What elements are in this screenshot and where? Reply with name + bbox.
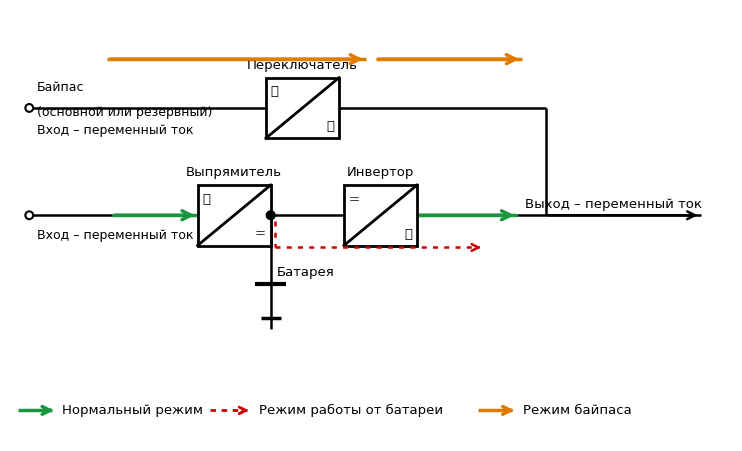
Text: Режим работы от батареи: Режим работы от батареи (258, 404, 443, 417)
Circle shape (266, 211, 275, 220)
Text: Режим байпаса: Режим байпаса (523, 404, 631, 417)
Text: Выпрямитель: Выпрямитель (186, 166, 282, 179)
Text: Нормальный режим: Нормальный режим (62, 404, 203, 417)
Text: Батарея: Батарея (277, 266, 335, 279)
Text: ∿: ∿ (271, 86, 279, 98)
Text: ∿: ∿ (326, 120, 334, 133)
Text: Байпас: Байпас (37, 81, 85, 94)
Text: (основной или резервный): (основной или резервный) (37, 106, 212, 119)
Bar (197, 185, 271, 245)
Bar (344, 185, 417, 245)
Text: Переключатель: Переключатель (247, 59, 358, 72)
Text: Выход – переменный ток: Выход – переменный ток (525, 198, 702, 212)
Bar (266, 78, 339, 138)
Text: Инвертор: Инвертор (347, 166, 414, 179)
Text: Вход – переменный ток: Вход – переменный ток (37, 124, 194, 137)
Text: =: = (349, 193, 360, 206)
Text: =: = (255, 228, 266, 241)
Text: ∿: ∿ (203, 193, 211, 206)
Text: Вход – переменный ток: Вход – переменный ток (37, 229, 194, 242)
Text: ∿: ∿ (404, 228, 413, 241)
